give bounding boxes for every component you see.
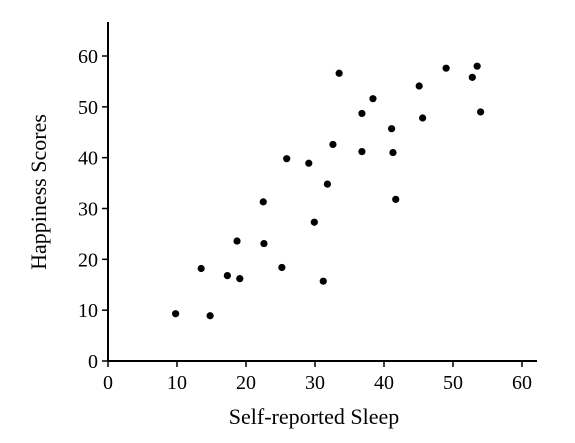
data-point <box>323 180 332 188</box>
x-tick-label: 30 <box>305 372 325 394</box>
y-tick-label: 10 <box>78 300 98 322</box>
data-point <box>260 239 268 248</box>
data-point <box>387 125 396 133</box>
data-point <box>305 159 313 167</box>
x-tick-label: 60 <box>512 372 532 394</box>
data-point <box>223 272 231 280</box>
y-tick-label: 40 <box>78 148 98 170</box>
x-tick-label: 10 <box>167 372 187 394</box>
data-point <box>369 95 377 103</box>
data-point <box>197 264 205 273</box>
data-point <box>477 108 485 116</box>
data-points <box>172 62 485 320</box>
data-point <box>236 275 244 283</box>
data-point <box>310 218 318 226</box>
x-tick-label: 50 <box>443 372 463 394</box>
data-point <box>172 310 180 318</box>
y-tick-label: 30 <box>78 199 98 221</box>
data-point <box>442 64 450 72</box>
data-point <box>283 155 291 163</box>
data-point <box>415 82 423 90</box>
x-tick-label: 40 <box>374 372 394 394</box>
x-axis-title: Self-reported Sleep <box>229 404 399 429</box>
axes <box>107 22 537 362</box>
y-tick-label: 50 <box>78 97 98 119</box>
data-point <box>473 62 481 70</box>
y-axis-ticks: 0 10 20 30 40 50 60 <box>78 46 108 373</box>
y-tick-label: 20 <box>78 249 98 271</box>
data-point <box>206 312 214 320</box>
data-point <box>335 69 343 77</box>
data-point <box>259 198 267 206</box>
data-point <box>358 147 366 156</box>
data-point <box>358 109 366 118</box>
data-point <box>278 263 286 272</box>
x-tick-label: 20 <box>236 372 256 394</box>
data-point <box>419 114 427 122</box>
data-point <box>329 140 337 149</box>
x-axis-ticks: 0 10 20 30 40 50 60 <box>103 361 532 394</box>
data-point <box>319 277 327 285</box>
x-tick-label: 0 <box>103 372 113 394</box>
y-tick-label: 60 <box>78 46 98 68</box>
data-point <box>233 237 241 245</box>
y-tick-label: 0 <box>88 351 98 373</box>
data-point <box>389 148 397 157</box>
data-point <box>392 195 400 203</box>
data-point <box>468 73 476 81</box>
y-axis-title: Happiness Scores <box>26 114 51 270</box>
